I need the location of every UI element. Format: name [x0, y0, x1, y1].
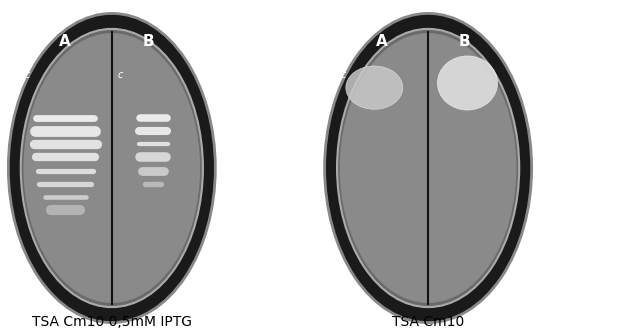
Text: A: A — [59, 34, 71, 49]
Text: B: B — [459, 34, 470, 49]
Ellipse shape — [438, 56, 498, 110]
Text: c: c — [118, 70, 123, 80]
Text: TSA Cm10: TSA Cm10 — [392, 315, 465, 329]
Text: c: c — [24, 70, 29, 80]
Ellipse shape — [20, 29, 203, 307]
Ellipse shape — [340, 33, 516, 303]
Text: B: B — [142, 34, 154, 49]
Ellipse shape — [325, 13, 532, 323]
Ellipse shape — [337, 29, 520, 307]
Text: A: A — [376, 34, 387, 49]
Text: TSA Cm10 0,5mM IPTG: TSA Cm10 0,5mM IPTG — [32, 315, 192, 329]
Text: c: c — [341, 70, 346, 80]
Ellipse shape — [8, 13, 215, 323]
Ellipse shape — [24, 33, 200, 303]
Ellipse shape — [346, 66, 403, 109]
